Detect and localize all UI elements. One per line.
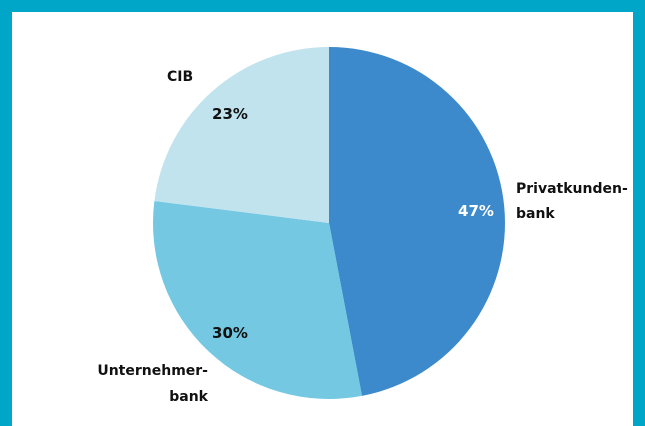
slice-label-unternehmerbank-line2: bank	[169, 389, 208, 405]
pie-slice-2	[154, 47, 329, 223]
slice-label-privatkundenbank-line1: Privatkunden-	[516, 181, 628, 197]
pie-slice-0	[329, 47, 505, 396]
value-label-cib: 23%	[212, 105, 248, 123]
slice-label-privatkundenbank-line2: bank	[516, 206, 555, 222]
pie-slices	[153, 47, 505, 399]
right-accent-bar	[633, 0, 645, 426]
value-label-unternehmerbank: 30%	[212, 324, 248, 342]
left-accent-bar	[0, 0, 12, 426]
pie-slice-1	[153, 200, 362, 399]
top-accent-bar	[0, 0, 645, 12]
slice-label-unternehmerbank-line1: Unternehmer-	[97, 363, 208, 379]
slice-label-cib: CIB	[167, 69, 193, 85]
value-label-privatkundenbank: 47%	[458, 202, 494, 220]
